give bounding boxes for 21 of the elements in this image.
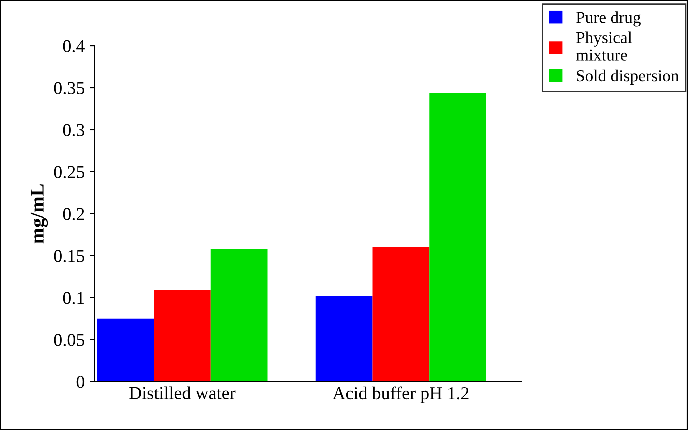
y-tick-label: 0: [76, 376, 85, 388]
bar: [430, 93, 487, 382]
y-tick-label: 0.1: [63, 292, 84, 304]
y-tick-label: 0.2: [63, 208, 84, 220]
bar: [97, 318, 154, 382]
y-tick-label: 0.25: [54, 166, 85, 178]
y-tick-label: 0.3: [63, 124, 85, 136]
y-axis-title: mg/mL: [30, 184, 48, 244]
y-tick-label: 0.05: [54, 334, 85, 346]
legend-label: Pure drug: [576, 12, 641, 27]
bar: [154, 290, 211, 382]
bar: [316, 296, 373, 382]
bar: [372, 248, 430, 382]
bar: [210, 249, 268, 382]
x-tick-label: Distilled water: [130, 386, 236, 400]
x-tick-label: Acid buffer pH 1.2: [332, 386, 469, 404]
legend-label: Sold dispersion: [577, 70, 680, 86]
legend-label: Physical mixture: [576, 32, 632, 61]
y-tick-label: 0.35: [54, 82, 85, 95]
y-tick-label: 0.4: [63, 40, 85, 53]
y-tick-label: 0.15: [54, 250, 85, 262]
